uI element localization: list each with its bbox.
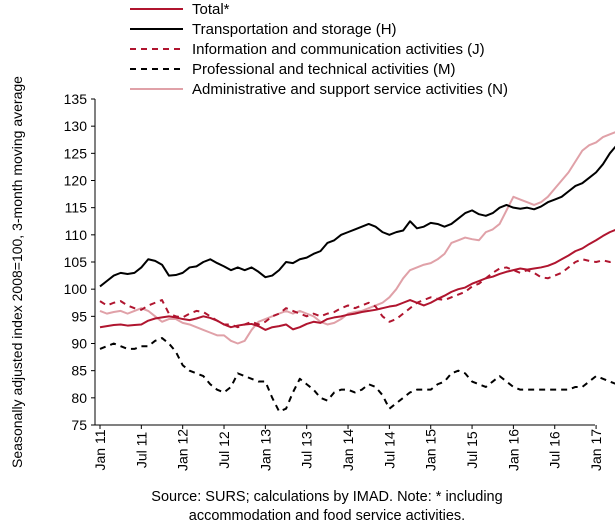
y-tick-label: 105 [64, 254, 88, 270]
plot-area: 75 80 85 90 95 100 105 110 115 120 125 130 135 Jan 1… [64, 91, 615, 471]
y-tick-label: 130 [64, 118, 88, 134]
series-line-1 [99, 145, 615, 288]
y-tick-label: 115 [65, 200, 88, 216]
x-tick-label: Jan 14 [340, 429, 356, 471]
y-tick-label: 95 [71, 308, 87, 324]
x-tick-label: Jul 13 [299, 431, 315, 469]
y-tick-label: 80 [71, 390, 87, 406]
legend-label: Administrative and support service activ… [192, 81, 508, 98]
y-tick-label: 110 [65, 227, 88, 243]
x-tick-label: Jan 17 [588, 429, 604, 471]
y-tick-label: 90 [71, 336, 87, 352]
x-tick-label: Jan 12 [175, 429, 191, 471]
x-tick-label: Jul 12 [216, 431, 232, 469]
y-tick-label: 85 [71, 363, 87, 379]
y-tick-label: 120 [64, 173, 88, 189]
y-tick-label: 75 [71, 417, 87, 433]
x-tick-label: Jan 13 [257, 429, 273, 471]
series-line-4 [99, 131, 615, 345]
x-axis-ticks: Jan 11 Jul 11 Jan 12 Jul 12 Jan 13 Jul 13 Jan … [92, 425, 604, 471]
legend-label: Total* [192, 1, 230, 18]
source-note-line2: accommodation and food service activitie… [189, 508, 465, 524]
series-line-0 [99, 229, 615, 331]
y-tick-label: 135 [64, 91, 88, 107]
series-lines [99, 131, 615, 413]
y-tick-label: 125 [64, 145, 88, 161]
x-tick-label: Jul 16 [547, 431, 563, 469]
series-line-2 [99, 258, 615, 329]
y-tick-label: 100 [64, 281, 88, 297]
series-line-3 [99, 337, 615, 413]
legend: Total* Transportation and storage (H) Info… [130, 1, 508, 98]
x-tick-label: Jan 16 [505, 429, 521, 471]
legend-label: Transportation and storage (H) [192, 21, 397, 38]
x-tick-label: Jul 14 [381, 431, 397, 469]
legend-label: Information and communication activities… [192, 41, 485, 58]
y-axis-title: Seasonally adjusted index 2008=100, 3-mo… [9, 76, 25, 468]
x-tick-label: Jul 15 [464, 431, 480, 469]
y-axis-ticks: 75 80 85 90 95 100 105 110 115 120 125 130 135 [64, 91, 95, 433]
x-tick-label: Jan 15 [423, 429, 439, 471]
x-tick-label: Jul 11 [133, 432, 149, 469]
legend-label: Professional and technical activities (M… [192, 61, 455, 78]
source-note-line1: Source: SURS; calculations by IMAD. Note… [151, 489, 502, 505]
x-tick-label: Jan 11 [92, 429, 108, 470]
